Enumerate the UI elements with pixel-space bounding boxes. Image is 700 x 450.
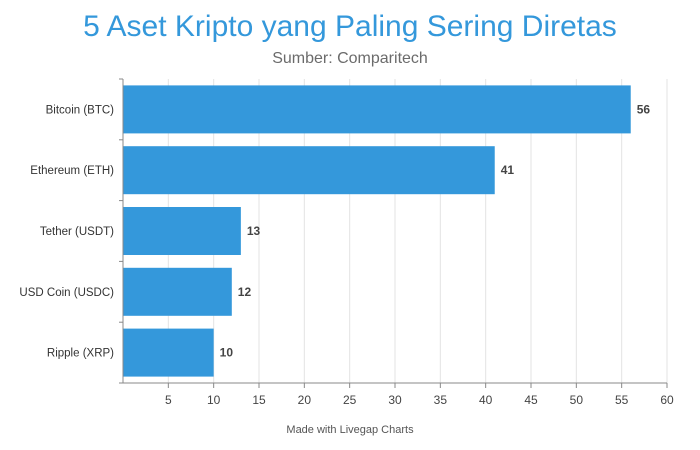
x-tick-label: 5 — [165, 393, 172, 407]
bar — [123, 328, 214, 377]
x-tick-label: 35 — [434, 393, 448, 407]
value-label: 10 — [220, 346, 234, 360]
x-tick-label: 45 — [524, 393, 538, 407]
chart-subtitle: Sumber: Comparitech — [272, 50, 428, 67]
value-label: 56 — [637, 102, 651, 116]
category-label: Ripple (XRP) — [47, 348, 114, 360]
category-label: Ethereum (ETH) — [30, 165, 114, 177]
bar — [123, 267, 232, 316]
bars — [123, 85, 631, 377]
value-label: 12 — [238, 285, 252, 299]
axes — [119, 78, 668, 388]
category-label: Bitcoin (BTC) — [46, 104, 115, 116]
category-label: Tether (USDT) — [40, 226, 114, 238]
x-tick-label: 30 — [388, 393, 402, 407]
value-label: 13 — [247, 224, 261, 238]
x-tick-label: 10 — [207, 393, 221, 407]
bar — [123, 146, 495, 195]
x-tick-label: 60 — [660, 393, 674, 407]
labels: 5 10 15 20 25 30 35 40 45 50 55 60 Bitcoin (BTC) 56 Et… — [19, 102, 674, 407]
x-tick-label: 15 — [252, 393, 266, 407]
x-tick-label: 40 — [479, 393, 493, 407]
x-tick-label: 20 — [298, 393, 312, 407]
bar — [123, 207, 241, 255]
x-tick-label: 50 — [570, 393, 584, 407]
x-tick-label: 25 — [343, 393, 357, 407]
chart-title: 5 Aset Kripto yang Paling Sering Diretas — [83, 10, 617, 43]
value-label: 41 — [501, 163, 515, 177]
bar — [123, 85, 631, 134]
x-tick-label: 55 — [615, 393, 629, 407]
category-label: USD Coin (USDC) — [19, 287, 114, 299]
chart-credit: Made with Livegap Charts — [286, 424, 414, 436]
